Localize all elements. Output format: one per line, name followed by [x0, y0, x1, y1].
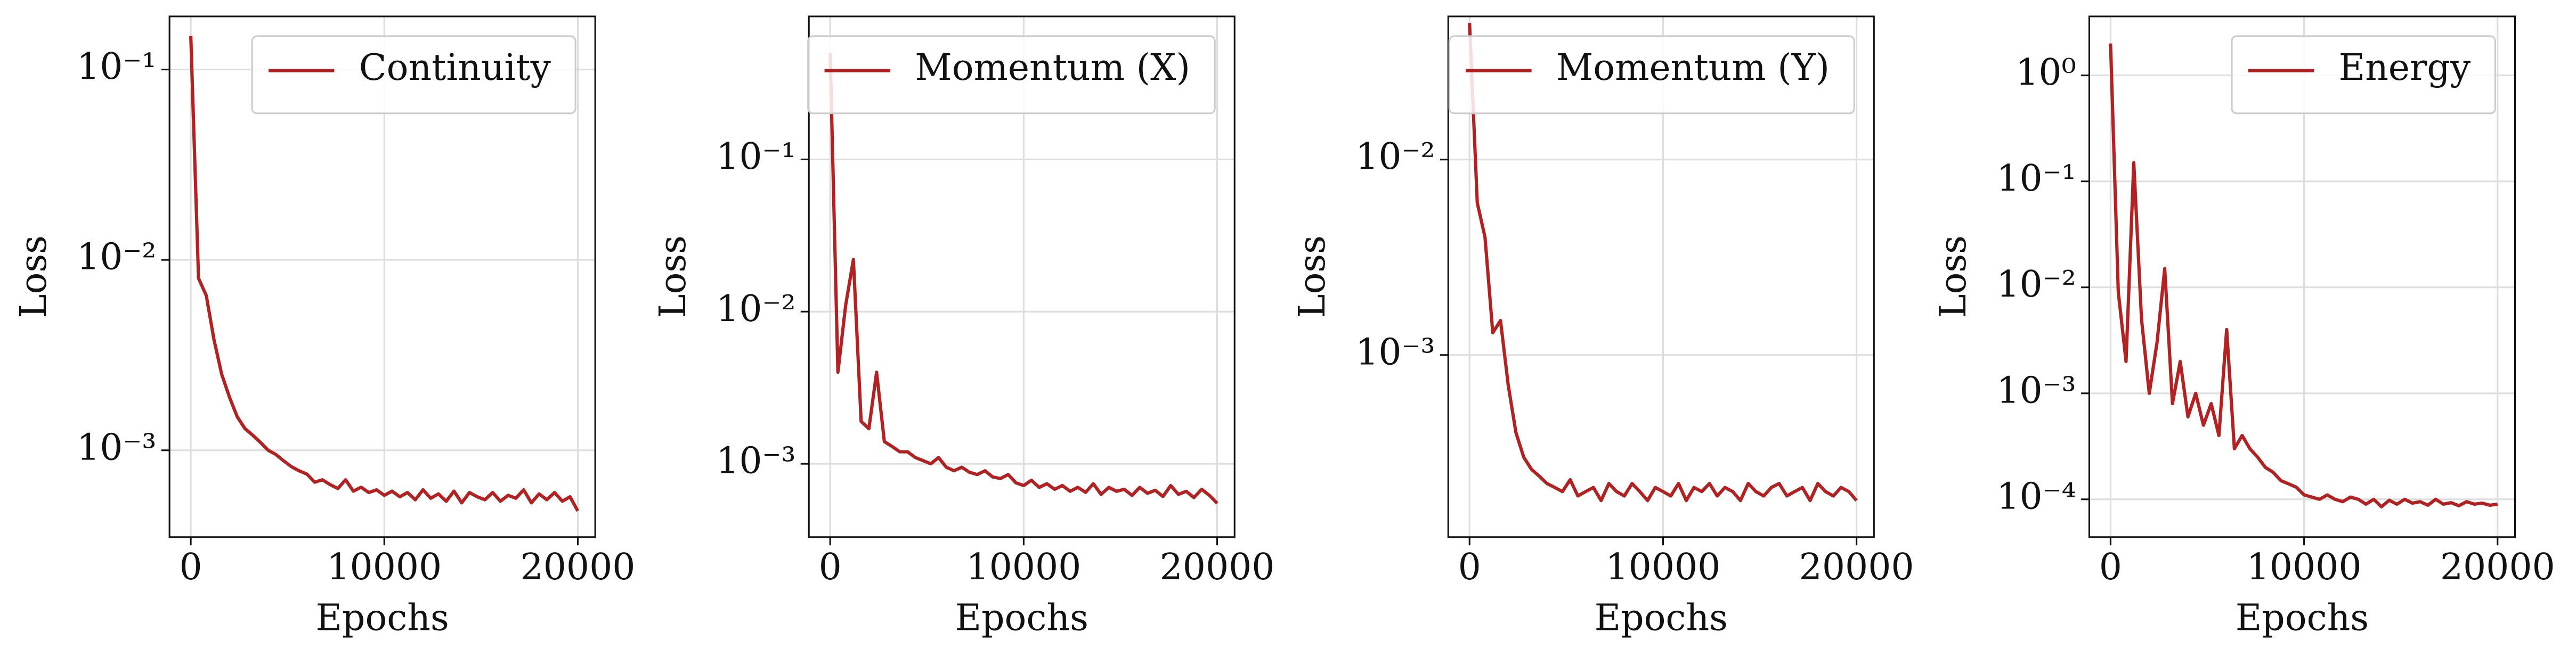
x-tick-label: 20000 — [1799, 546, 1914, 588]
legend-label: Momentum (Y) — [1556, 47, 1830, 89]
x-tick-label: 0 — [180, 546, 202, 588]
chart-panel: 0 10000 20000 10⁻³ 10⁻² 10⁻¹ Epochs Loss Continu… — [13, 15, 636, 639]
y-axis-label: Loss — [13, 235, 55, 318]
legend-box — [1448, 35, 1855, 114]
y-tick-label: 10⁻² — [1355, 136, 1435, 178]
y-axis-label: Loss — [1291, 235, 1334, 318]
x-tick-label: 10000 — [966, 546, 1081, 588]
data-line — [1468, 22, 1858, 503]
x-tick-label: 20000 — [521, 546, 636, 588]
axes-frame — [1447, 15, 1875, 538]
y-tick-label: 10⁻¹ — [77, 46, 156, 88]
legend-box — [2231, 35, 2496, 114]
y-axis-label: Loss — [652, 235, 694, 318]
y-axis-label: Loss — [1932, 235, 1974, 318]
x-tick-label: 10000 — [1605, 546, 1720, 588]
legend-label: Energy — [2339, 47, 2471, 89]
x-tick-label: 0 — [2099, 546, 2122, 588]
y-tick-label: 10⁻² — [716, 288, 795, 330]
x-axis-label: Epochs — [315, 597, 449, 639]
x-tick-label: 20000 — [2440, 546, 2555, 588]
chart-panel: 0 10000 20000 10⁻³ 10⁻² Epochs Loss Momentum (Y… — [1291, 15, 1914, 639]
y-tick-label: 10⁰ — [2016, 52, 2076, 94]
x-tick-label: 10000 — [327, 546, 442, 588]
axes-frame — [808, 15, 1236, 538]
x-axis-label: Epochs — [955, 597, 1088, 639]
x-axis-label: Epochs — [2236, 597, 2369, 639]
x-tick-label: 20000 — [1160, 546, 1275, 588]
y-tick-label: 10⁻³ — [1996, 369, 2076, 412]
y-tick-label: 10⁻⁴ — [1996, 475, 2076, 518]
chart-panel: 0 10000 20000 10⁻⁴ 10⁻³ 10⁻² 10⁻¹ 10⁰ Epochs Loss… — [1932, 15, 2555, 639]
legend: Continuity — [251, 35, 576, 114]
y-tick-label: 10⁻² — [1996, 264, 2076, 306]
legend: Energy — [2231, 35, 2496, 114]
x-axis-label: Epochs — [1595, 597, 1728, 639]
legend: Momentum (Y) — [1448, 35, 1855, 114]
chart-panel: 0 10000 20000 10⁻³ 10⁻² 10⁻¹ Epochs Loss Momentu… — [652, 15, 1275, 639]
data-line — [189, 36, 580, 512]
legend-label: Continuity — [359, 47, 551, 89]
x-tick-label: 0 — [1458, 546, 1481, 588]
y-tick-label: 10⁻² — [77, 236, 156, 278]
data-line — [828, 53, 1218, 505]
x-tick-label: 10000 — [2247, 546, 2362, 588]
y-tick-label: 10⁻³ — [77, 426, 156, 469]
y-tick-label: 10⁻¹ — [1996, 158, 2076, 200]
axes-frame — [2088, 15, 2516, 538]
data-line — [2109, 43, 2498, 508]
legend-box — [807, 35, 1216, 114]
legend: Momentum (X) — [807, 35, 1216, 114]
legend-label: Momentum (X) — [915, 47, 1190, 89]
y-tick-label: 10⁻¹ — [716, 136, 795, 178]
y-tick-label: 10⁻³ — [716, 440, 795, 482]
legend-box — [251, 35, 576, 114]
x-tick-label: 0 — [819, 546, 842, 588]
axes-frame — [168, 15, 596, 538]
y-tick-label: 10⁻³ — [1355, 331, 1435, 373]
